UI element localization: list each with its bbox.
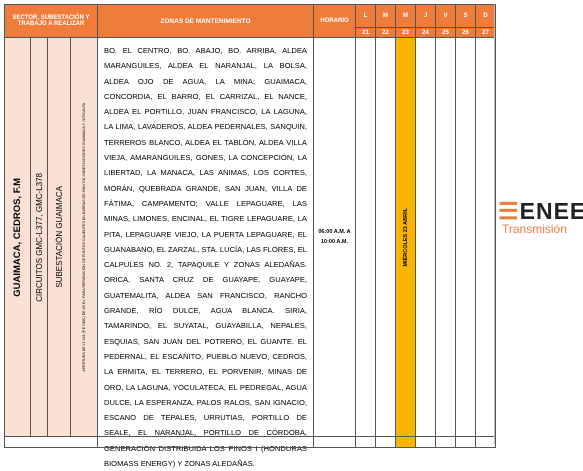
next-row: [313, 436, 356, 448]
horario-header: HORARIO: [313, 4, 356, 38]
sector-text: GUAIMACA, CEDROS, F.M: [12, 177, 23, 297]
logo-brand: ☰ENEE: [498, 198, 583, 224]
logo-subtitle: Transmisión: [502, 222, 567, 236]
trabajo-cell: APERTURA DE LT-461 (P.E GMC) DE 69 KV, P…: [70, 37, 98, 437]
horario-cell: 06:00 A.M. A 10:00 A.M.: [313, 37, 356, 437]
logo-brand-text: ENEE: [519, 198, 583, 224]
day-next: [375, 436, 396, 448]
next-row: [4, 436, 98, 448]
sector-cell: GUAIMACA, CEDROS, F.M: [4, 37, 31, 437]
day-next: [395, 436, 416, 448]
day-letter: J: [415, 4, 436, 28]
day-next: [415, 436, 436, 448]
day-letter: V: [435, 4, 456, 28]
divider: [494, 4, 495, 444]
sector-header: SECTOR, SUBESTACIÓN Y TRABAJO A REALIZAR: [4, 4, 98, 38]
day-cell: [475, 37, 496, 437]
day-cell: [375, 37, 396, 437]
circuitos-cell: CIRCUITOS GMC-L377, GMC-L378: [30, 37, 48, 437]
trabajo-text: APERTURA DE LT-461 (P.E GMC) DE 69 KV, P…: [82, 102, 86, 372]
day-letter: M: [395, 4, 416, 28]
logo: ☰ENEE Transmisión: [498, 198, 583, 237]
subestacion-text: SUBESTACIÓN GUAIMACA: [54, 186, 64, 288]
fecha: MIÉRCOLES 23 ABRIL: [402, 207, 409, 267]
circuitos-text: CIRCUITOS GMC-L377, GMC-L378: [34, 172, 44, 302]
day-next: [475, 436, 496, 448]
zonas-header: ZONAS DE MANTENIMIENTO: [97, 4, 314, 38]
day-cell: [455, 37, 476, 437]
day-cell: [435, 37, 456, 437]
day-cell: [415, 37, 436, 437]
day-letter: L: [355, 4, 376, 28]
subestacion-cell: SUBESTACIÓN GUAIMACA: [47, 37, 71, 437]
zonas-cell: BO. EL CENTRO, BO. ABAJO, BO. ARRIBA, AL…: [97, 37, 314, 468]
page: SECTOR, SUBESTACIÓN Y TRABAJO A REALIZAR…: [4, 4, 583, 468]
next-row: [97, 436, 314, 448]
day-next: [435, 436, 456, 448]
day-letter: S: [455, 4, 476, 28]
day-letter: M: [375, 4, 396, 28]
day-letter: D: [475, 4, 496, 28]
day-next: [355, 436, 376, 448]
day-cell: MIÉRCOLES 23 ABRIL: [395, 37, 416, 437]
day-cell: [355, 37, 376, 437]
day-next: [455, 436, 476, 448]
